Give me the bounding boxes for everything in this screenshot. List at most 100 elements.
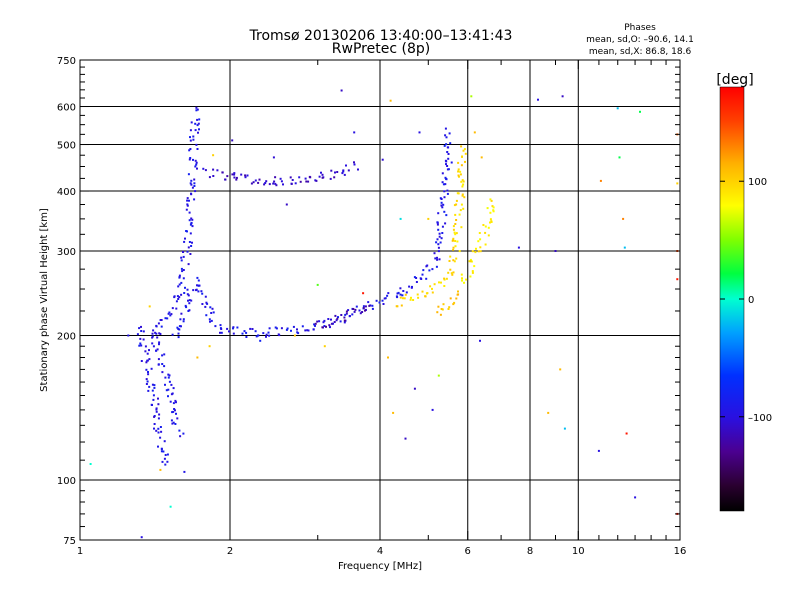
- trace-point: [185, 208, 188, 211]
- trace-point: [460, 164, 463, 167]
- trace-point: [492, 209, 495, 212]
- trace-point: [280, 180, 283, 183]
- trace-point: [469, 260, 472, 263]
- trace-point: [155, 324, 158, 327]
- trace-point: [209, 320, 211, 323]
- trace-point: [226, 327, 229, 330]
- trace-point: [140, 325, 142, 328]
- colorbar-tick-label: 0: [748, 295, 754, 306]
- trace-point: [442, 183, 445, 186]
- trace-point: [382, 303, 385, 305]
- trace-point: [189, 139, 192, 142]
- trace-point: [186, 199, 189, 202]
- trace-point: [477, 250, 480, 253]
- trace-point: [445, 160, 448, 163]
- trace-point: [171, 422, 174, 425]
- trace-point: [209, 306, 212, 309]
- colorbar-tick-label: –100: [748, 413, 772, 424]
- trace-point: [157, 358, 160, 361]
- trace-point: [347, 169, 350, 172]
- trace-point: [164, 376, 167, 379]
- trace-point: [220, 328, 223, 330]
- trace-point: [193, 185, 196, 187]
- trace-point: [412, 299, 415, 301]
- trace-point: [197, 122, 200, 125]
- trace-point: [489, 211, 492, 214]
- trace-point: [442, 303, 445, 306]
- trace-point: [421, 290, 424, 293]
- trace-point: [404, 293, 407, 296]
- trace-point: [352, 308, 355, 310]
- trace-point: [142, 338, 145, 341]
- scatter-point: [431, 408, 434, 411]
- scatter-point: [272, 156, 275, 159]
- trace-point: [144, 345, 147, 348]
- trace-point: [469, 275, 472, 278]
- trace-point: [255, 335, 258, 338]
- trace-point: [441, 206, 444, 209]
- trace-point: [158, 413, 161, 416]
- trace-point: [463, 281, 465, 284]
- trace-point: [471, 250, 474, 253]
- trace-point: [138, 327, 141, 330]
- trace-point: [172, 402, 175, 405]
- trace-point: [453, 260, 456, 263]
- trace-point: [275, 327, 278, 330]
- trace-point: [342, 170, 345, 173]
- trace-point: [460, 180, 463, 183]
- trace-point: [151, 389, 154, 392]
- trace-point: [362, 305, 365, 308]
- trace-point: [345, 312, 348, 315]
- trace-point: [442, 203, 445, 206]
- trace-point: [182, 320, 185, 323]
- scatter-point: [392, 411, 395, 414]
- trace-point: [180, 259, 183, 262]
- scatter-point: [362, 292, 365, 295]
- trace-point: [164, 317, 167, 320]
- scatter-point: [427, 217, 430, 220]
- trace-point: [190, 121, 193, 124]
- trace-point: [204, 305, 207, 308]
- trace-point: [445, 163, 447, 166]
- trace-point: [437, 250, 440, 253]
- trace-point: [169, 400, 172, 403]
- trace-point: [462, 149, 465, 152]
- trace-point: [361, 311, 364, 313]
- y-tick-label: 75: [63, 536, 76, 547]
- trace-point: [231, 173, 234, 176]
- trace-point: [153, 427, 155, 430]
- trace-point: [254, 330, 257, 333]
- trace-point: [413, 276, 416, 279]
- trace-point: [171, 333, 174, 336]
- trace-point: [289, 176, 292, 179]
- trace-point: [173, 408, 176, 410]
- trace-point: [168, 380, 171, 383]
- trace-point: [441, 172, 444, 175]
- y-axis-ticks: 75 100 200 300 400 500 600 750: [57, 56, 680, 547]
- trace-point: [177, 328, 180, 330]
- trace-point: [178, 325, 181, 328]
- scatter-point: [470, 95, 473, 98]
- trace-point: [183, 292, 186, 294]
- trace-point: [221, 171, 224, 174]
- trace-point: [264, 182, 267, 184]
- trace-point: [192, 135, 195, 138]
- trace-point: [457, 192, 460, 195]
- trace-point: [151, 342, 154, 345]
- trace-point: [445, 214, 448, 217]
- scatter-point: [597, 449, 600, 452]
- trace-point: [296, 331, 299, 334]
- trace-point: [188, 199, 190, 202]
- trace-point: [191, 218, 194, 221]
- trace-point: [194, 129, 197, 132]
- trace-point: [344, 313, 347, 316]
- trace-point: [191, 186, 194, 189]
- trace-point: [240, 173, 243, 176]
- trace-point: [452, 237, 455, 240]
- trace-point: [433, 283, 436, 286]
- y-tick-label: 400: [57, 187, 76, 198]
- trace-point: [193, 178, 196, 181]
- trace-point: [409, 298, 412, 301]
- trace-point: [189, 223, 192, 226]
- trace-point: [450, 161, 453, 164]
